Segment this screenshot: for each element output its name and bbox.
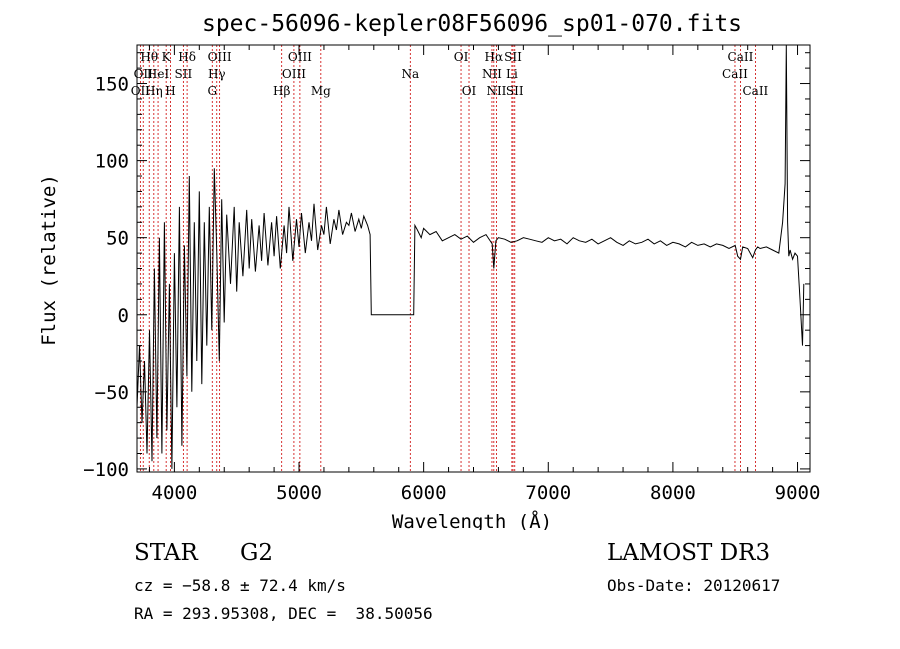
emission-line-label: G [207, 84, 217, 98]
emission-line-label: CaII [742, 84, 768, 98]
emission-line-label: NII [482, 67, 502, 81]
spectrum-chart: spec-56096-kepler08F56096_sp01-070.fits … [38, 11, 820, 530]
y-axis-label: Flux (relative) [38, 174, 60, 346]
emission-line-label: CaII [722, 67, 748, 81]
x-axis-label: Wavelength (Å) [392, 510, 552, 530]
emission-line-label: Hδ [178, 50, 196, 64]
chart-title: spec-56096-kepler08F56096_sp01-070.fits [202, 11, 742, 37]
emission-line-label: Na [401, 67, 419, 81]
emission-line-label: Hγ [208, 67, 226, 81]
y-tick-label: 100 [95, 151, 129, 173]
emission-line-label: OI [454, 50, 469, 64]
emission-line-label: SII [504, 50, 522, 64]
emission-line-label: CaII [728, 50, 754, 64]
object-class: STAR [134, 540, 198, 566]
x-tick-label: 7000 [525, 482, 571, 504]
emission-line-label: Li [506, 67, 518, 81]
emission-line-label: OII [134, 67, 154, 81]
y-tick-label: −50 [95, 382, 129, 404]
x-tick-label: 4000 [152, 482, 198, 504]
y-tick-label: 50 [106, 228, 129, 250]
emission-line-labels: OIIOIIHθHηHeIKHSIIHδGHγOIIIHβOIIIOIIIMgN… [131, 50, 769, 98]
y-tick-label: 0 [118, 305, 129, 327]
emission-line-label: SII [175, 67, 193, 81]
obs-date: Obs-Date: 20120617 [607, 576, 781, 595]
emission-line-label: OI [462, 84, 477, 98]
x-tick-label: 6000 [401, 482, 447, 504]
emission-line-label: Mg [311, 84, 331, 98]
emission-line-label: HeI [147, 67, 170, 81]
emission-lines [139, 45, 756, 472]
emission-line-label: OIII [208, 50, 232, 64]
x-tick-label: 5000 [276, 482, 322, 504]
survey-name: LAMOST DR3 [607, 540, 771, 566]
spectrum-line [136, 44, 805, 469]
emission-line-label: NII [486, 84, 506, 98]
y-tick-label: 150 [95, 74, 129, 96]
emission-line-label: Hθ [140, 50, 158, 64]
redshift-value: cz = −58.8 ± 72.4 km/s [134, 576, 346, 595]
emission-line-label: Hη [145, 84, 163, 98]
object-subclass: G2 [240, 540, 274, 566]
emission-line-label: Hα [485, 50, 504, 64]
x-tick-label: 9000 [775, 482, 821, 504]
emission-line-label: K [162, 50, 172, 64]
y-tick-label: −100 [83, 459, 129, 481]
emission-line-label: H [165, 84, 175, 98]
emission-line-label: Hβ [273, 84, 290, 98]
emission-line-label: SII [506, 84, 524, 98]
axis-ticks: 4000 5000 6000 7000 8000 9000 −100 −50 0 50 100 150 [83, 45, 820, 504]
emission-line-label: OIII [288, 50, 312, 64]
x-tick-label: 8000 [650, 482, 696, 504]
emission-line-label: OII [131, 84, 151, 98]
emission-line-label: OIII [282, 67, 306, 81]
coordinates: RA = 293.95308, DEC = 38.50056 [134, 604, 433, 623]
